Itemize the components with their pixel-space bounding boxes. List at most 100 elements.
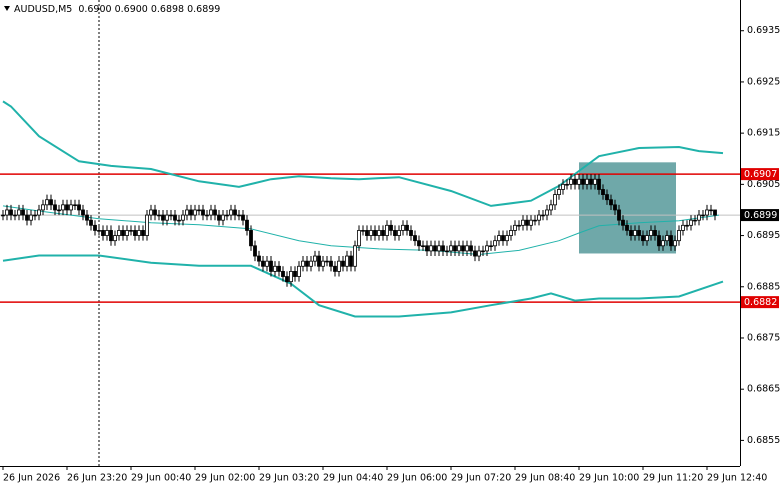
candle-body	[121, 230, 125, 236]
candle-body	[257, 255, 261, 262]
candle-body	[337, 260, 341, 272]
candle-body	[497, 235, 501, 242]
candle-body	[605, 194, 609, 201]
candle-body	[185, 209, 189, 216]
y-tick-label: 0.6865	[747, 384, 780, 395]
candle-body	[49, 199, 53, 206]
candle-body	[589, 178, 593, 185]
candle-body	[77, 204, 81, 211]
candle-body	[621, 219, 625, 226]
candle-body	[109, 230, 113, 242]
candle-body	[469, 245, 473, 252]
candle-body	[269, 260, 273, 272]
candle-body	[713, 209, 717, 216]
candle-body	[525, 219, 529, 226]
candle-body	[297, 265, 301, 277]
candle-body	[205, 214, 209, 217]
candle-body	[313, 255, 317, 262]
candle-body	[481, 250, 485, 253]
candle-body	[173, 214, 177, 221]
candle-body	[293, 271, 297, 277]
candle-body	[69, 204, 73, 211]
candle-body	[73, 204, 77, 207]
candle-body	[477, 250, 481, 257]
candle-body	[317, 255, 321, 267]
candle-body	[661, 240, 665, 247]
candle-body	[9, 209, 13, 216]
candle-body	[165, 214, 169, 221]
candle-body	[41, 204, 45, 211]
candle-body	[169, 214, 173, 217]
candle-body	[101, 230, 105, 236]
candle-body	[565, 183, 569, 186]
candle-body	[413, 235, 417, 242]
candle-body	[513, 224, 517, 231]
candle-body	[97, 230, 101, 232]
candle-body	[697, 214, 701, 221]
candle-body	[653, 230, 657, 236]
candle-body	[613, 204, 617, 211]
candle-body	[189, 209, 193, 216]
x-tick-label: 26 Jun 23:20	[67, 473, 127, 484]
chart-title: AUDUSD,M5 0.6900 0.6900 0.6898 0.6899	[14, 4, 220, 15]
candle-body	[389, 224, 393, 231]
candle-body	[705, 209, 709, 216]
candle-body	[153, 209, 157, 216]
candle-body	[597, 178, 601, 190]
candle-body	[325, 260, 329, 263]
candle-body	[137, 230, 141, 236]
candle-body	[265, 260, 269, 267]
bollinger-band	[2, 254, 724, 318]
candle-body	[1, 214, 5, 217]
bollinger-band	[2, 205, 720, 256]
candle-body	[601, 189, 605, 195]
candle-body	[17, 209, 21, 216]
candle-body	[493, 240, 497, 247]
price-tag-label: 0.6882	[744, 297, 777, 308]
candle-body	[709, 209, 713, 212]
candle-body	[669, 235, 673, 247]
candle-body	[649, 230, 653, 236]
candle-body	[537, 214, 541, 221]
candle-body	[625, 224, 629, 231]
candle-body	[353, 245, 357, 267]
x-tick-label: 29 Jun 03:20	[259, 473, 319, 484]
zone	[579, 162, 676, 254]
x-tick-label: 29 Jun 02:00	[195, 473, 255, 484]
candle-body	[445, 250, 449, 253]
candle-body	[209, 209, 213, 216]
y-tick-label: 0.6905	[747, 179, 780, 190]
candle-body	[105, 230, 109, 236]
candle-body	[141, 230, 145, 236]
candle-body	[581, 178, 585, 185]
candle-body	[657, 235, 661, 247]
candle-body	[225, 214, 229, 217]
candle-body	[25, 214, 29, 221]
candle-body	[341, 260, 345, 267]
candle-body	[349, 255, 353, 267]
candle-body	[345, 255, 349, 267]
candle-body	[405, 224, 409, 231]
candle-body	[401, 224, 405, 231]
symbol: AUDUSD,M5	[14, 4, 72, 15]
candle-body	[281, 271, 285, 277]
candle-body	[517, 224, 521, 227]
candle-body	[181, 214, 185, 221]
y-tick-label: 0.6855	[747, 435, 780, 446]
candle-body	[261, 260, 265, 267]
candle-body	[473, 250, 477, 257]
x-tick-label: 29 Jun 07:20	[451, 473, 511, 484]
y-tick-label: 0.6915	[747, 128, 780, 139]
candle-body	[93, 224, 97, 231]
candle-body	[125, 230, 129, 236]
candle-body	[609, 199, 613, 206]
candle-body	[33, 214, 37, 217]
candle-body	[253, 245, 257, 257]
candle-body	[113, 235, 117, 242]
candle-body	[29, 214, 33, 221]
candle-body	[437, 245, 441, 252]
candle-body	[449, 245, 453, 252]
candle-body	[629, 230, 633, 236]
candle-body	[665, 235, 669, 242]
